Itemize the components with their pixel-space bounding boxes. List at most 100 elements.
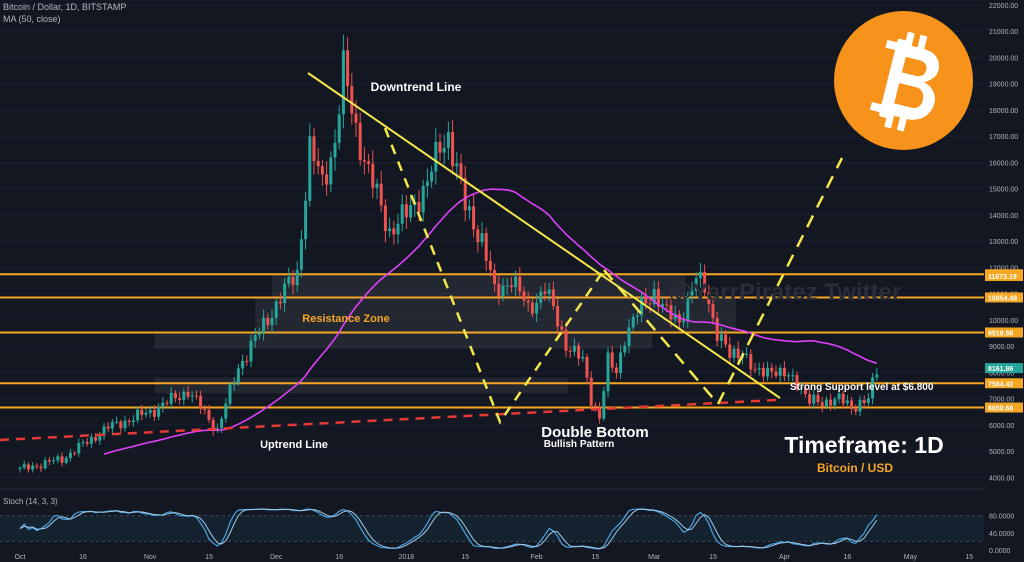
moving-average-50 [103, 188, 878, 455]
candle [480, 233, 484, 243]
projection-path [603, 157, 844, 407]
candle [136, 409, 140, 421]
candle [766, 367, 770, 377]
time-tick: Apr [779, 554, 791, 561]
candle [665, 304, 669, 306]
candle [862, 399, 866, 404]
candle [262, 317, 266, 333]
stoch-tick: 0.0000 [989, 548, 1011, 555]
candle [35, 465, 39, 467]
candle [220, 418, 224, 429]
candle [572, 345, 576, 352]
candle [728, 344, 732, 358]
candle [253, 335, 257, 341]
time-tick: Dec [270, 554, 283, 561]
candle [110, 421, 114, 429]
candles [18, 34, 879, 473]
candle [371, 163, 375, 188]
candle [488, 260, 492, 271]
candle [241, 360, 245, 369]
resistance-zone [272, 274, 686, 298]
candle [707, 292, 711, 305]
resistance-label: Resistance Zone [302, 313, 389, 325]
candle [627, 327, 631, 346]
price-tick: 6000.00 [989, 423, 1014, 430]
candle [89, 436, 93, 444]
candle [551, 289, 555, 307]
candle [56, 456, 60, 461]
candle [333, 142, 337, 158]
candle [829, 399, 833, 406]
candle [232, 383, 236, 385]
candle [581, 356, 585, 359]
candle [404, 204, 408, 218]
candle [845, 400, 849, 404]
candle [341, 50, 345, 115]
candle [274, 301, 278, 318]
candle [787, 375, 791, 377]
candle [661, 304, 665, 307]
candle [249, 340, 253, 362]
price-tick: 9000.00 [989, 344, 1014, 351]
horizontal-levels [0, 273, 984, 409]
candle [94, 436, 98, 441]
candle [392, 228, 396, 235]
price-tick: 7000.00 [989, 397, 1014, 404]
candle [472, 206, 476, 230]
candle [732, 348, 736, 358]
candle [782, 367, 786, 377]
candle [451, 132, 455, 167]
price-label-bg [985, 402, 1023, 413]
candle [719, 334, 723, 341]
candle [816, 394, 820, 403]
candle [299, 239, 303, 270]
time-tick: Mar [648, 554, 661, 561]
candle [518, 276, 522, 292]
time-tick: Oct [15, 554, 26, 561]
price-label-bg [985, 363, 1023, 374]
uptrend-label: Uptrend Line [260, 439, 328, 451]
candle [320, 166, 324, 175]
candle [455, 163, 459, 167]
candle [388, 228, 392, 232]
price-tick: 8000.00 [989, 370, 1014, 377]
candle [358, 122, 362, 160]
candle [266, 317, 270, 326]
price-tick: 12000.00 [989, 265, 1018, 272]
price-label: 6659.68 [988, 406, 1013, 413]
candle [186, 391, 190, 397]
candle [312, 136, 316, 162]
candle [39, 466, 43, 469]
candle [295, 269, 299, 286]
candle [850, 400, 854, 409]
candle [346, 50, 350, 87]
candle [648, 303, 652, 305]
candle [165, 402, 169, 404]
candle [367, 161, 371, 164]
time-tick: 16 [79, 554, 87, 561]
candle [652, 288, 656, 305]
timeframe-label: Timeframe: 1D [784, 432, 943, 458]
candle [656, 288, 660, 307]
price-tick: 15000.00 [989, 187, 1018, 194]
price-tick: 22000.00 [989, 3, 1018, 10]
candle [417, 201, 421, 213]
candle [631, 316, 635, 328]
candle [396, 223, 400, 235]
price-tick: 16000.00 [989, 160, 1018, 167]
candle [736, 348, 740, 359]
time-tick: 15 [205, 554, 213, 561]
candle [673, 314, 677, 320]
candle [106, 426, 110, 429]
candle [383, 205, 387, 232]
candle [169, 392, 173, 404]
candle [362, 159, 366, 162]
time-tick: 15 [709, 554, 717, 561]
candle [236, 368, 240, 384]
candle [98, 436, 102, 441]
double-bottom-path [383, 127, 606, 425]
candle [770, 367, 774, 372]
candle [501, 285, 505, 297]
candle [824, 399, 828, 407]
candle [467, 206, 471, 211]
